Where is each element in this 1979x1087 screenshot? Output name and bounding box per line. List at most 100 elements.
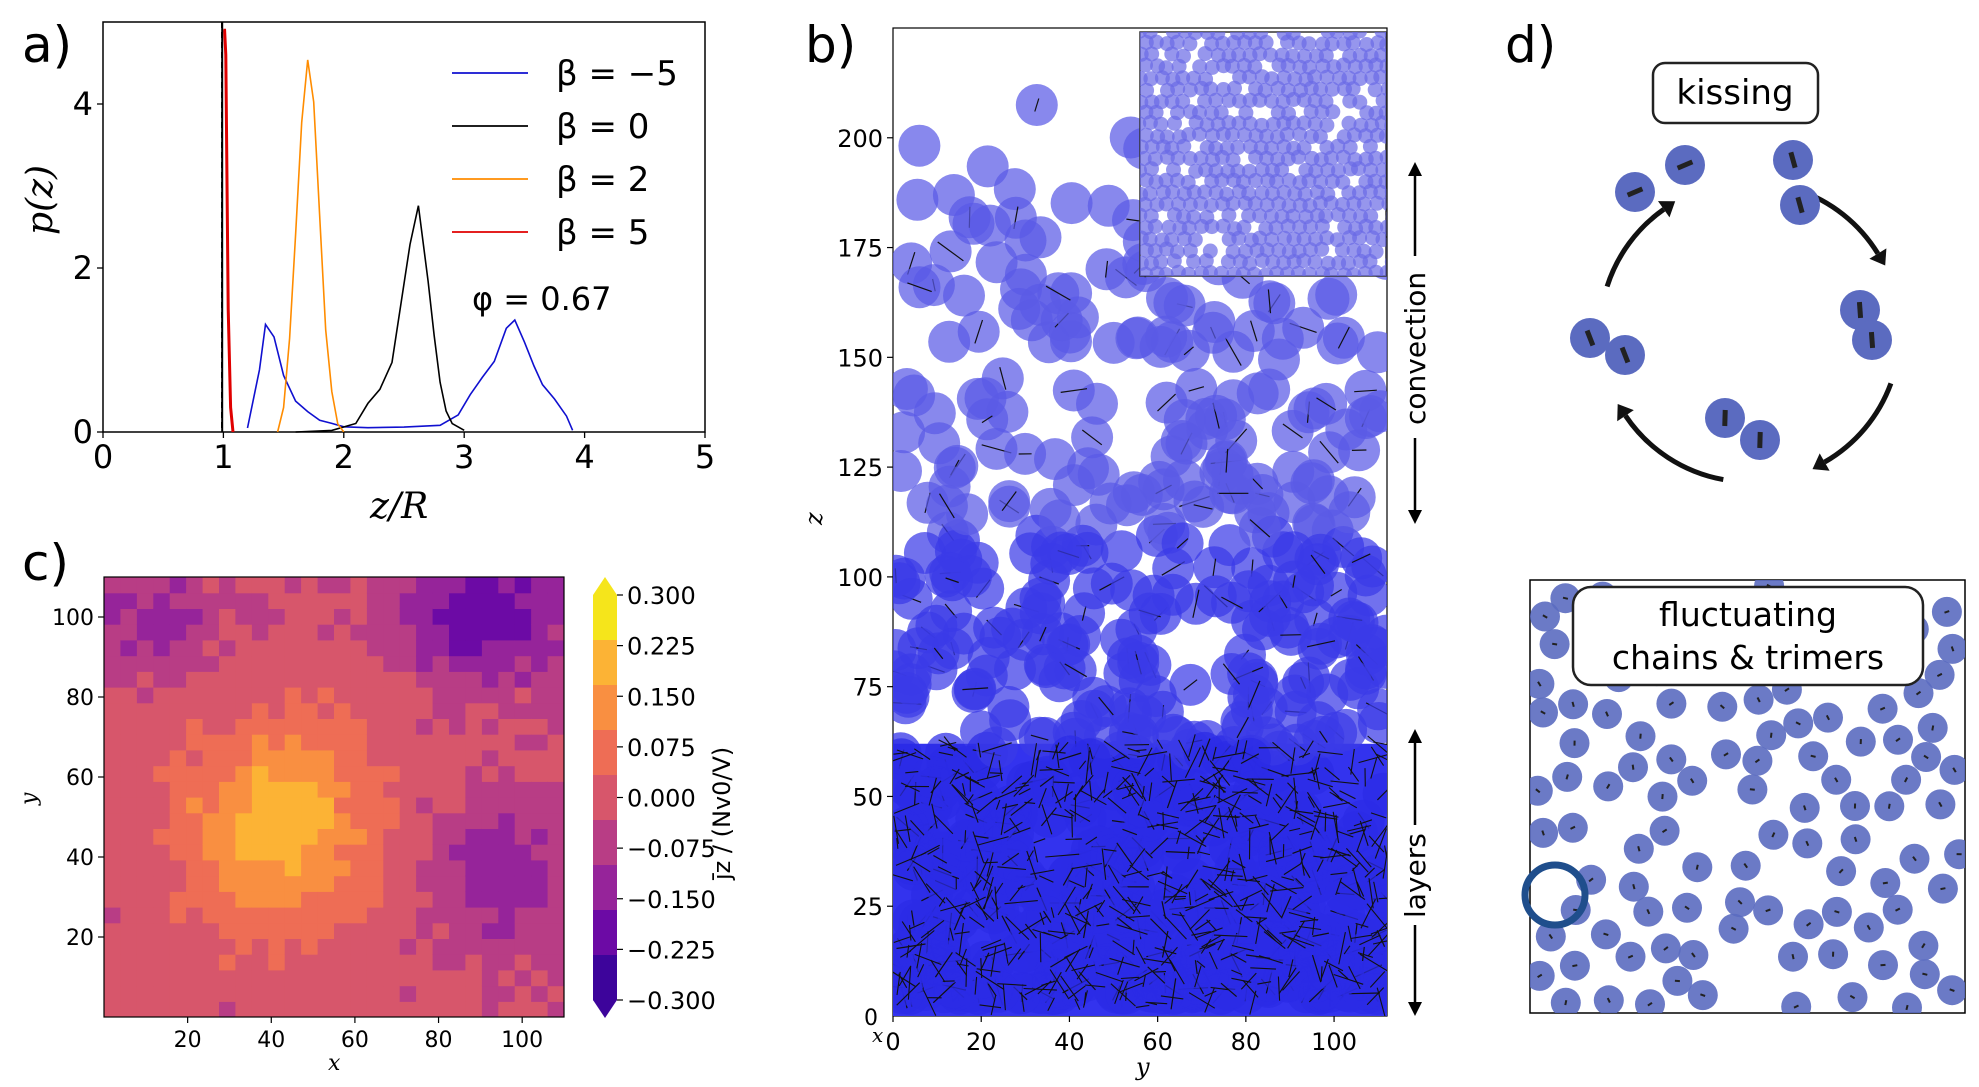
heatmap-cell: [481, 797, 499, 814]
layer-director: [1232, 791, 1258, 794]
layer-director: [1135, 1004, 1150, 1008]
layer-director: [1281, 876, 1295, 881]
heatmap-cell: [498, 938, 516, 955]
heatmap-cell: [366, 828, 384, 845]
heatmap-cell: [186, 734, 204, 751]
inset-particle: [1242, 116, 1258, 132]
layer-director: [1005, 916, 1030, 940]
heatmap-cell: [416, 687, 434, 704]
inset-particle: [1252, 92, 1268, 108]
particle-director: [893, 971, 917, 988]
particle: [1357, 702, 1387, 744]
layer-director: [1188, 734, 1196, 758]
layer-director: [1324, 812, 1327, 832]
inset-particle: [1269, 173, 1285, 189]
heatmap-cell: [531, 954, 549, 971]
layer-director: [1360, 899, 1376, 929]
heatmap-cell: [120, 828, 138, 845]
layer-director: [1122, 828, 1138, 836]
layer-director: [1148, 782, 1153, 802]
layer-director: [1237, 878, 1261, 883]
heatmap-cell: [399, 781, 417, 798]
inset-particle: [1252, 230, 1268, 246]
layer-director: [1209, 860, 1231, 888]
layer-director: [1225, 888, 1242, 911]
heatmap-cell: [284, 781, 302, 798]
inset-particle: [1140, 127, 1154, 143]
particle: [1290, 462, 1333, 505]
heatmap-cell: [235, 592, 253, 609]
heatmap-cell: [235, 655, 253, 672]
heatmap-cell: [350, 844, 368, 861]
snapshot-director: [1915, 690, 1922, 696]
layer-director: [990, 994, 997, 1016]
layer-director: [1184, 815, 1210, 836]
heatmap-cell: [432, 954, 450, 971]
layer-director: [900, 950, 911, 958]
heatmap-cell: [366, 624, 384, 641]
inset-particle: [1390, 106, 1405, 121]
heatmap-cell: [481, 922, 499, 939]
c-y-tick-label-2: 60: [66, 766, 94, 791]
heatmap-cell: [120, 1001, 138, 1017]
heatmap-cell: [399, 891, 417, 908]
heatmap-cell: [547, 577, 564, 594]
heatmap-cell: [186, 875, 204, 892]
heatmap-cell: [251, 592, 269, 609]
heatmap-cell: [334, 624, 351, 641]
layer-director: [1088, 947, 1094, 959]
heatmap-cell: [301, 734, 319, 751]
heatmap-cell: [284, 687, 302, 704]
heatmap-cell: [481, 702, 499, 719]
heatmap-cell: [120, 922, 138, 939]
snapshot-director: [1838, 868, 1844, 874]
layer-director: [1064, 945, 1088, 959]
b-y-tick-label-6: 150: [837, 344, 883, 372]
heatmap-cell: [531, 671, 549, 688]
heatmap-cell: [104, 718, 121, 735]
heatmap-cell: [383, 844, 401, 861]
heatmap-cell: [432, 812, 450, 829]
layer-director: [1231, 977, 1252, 983]
inset-particle: [1224, 58, 1240, 74]
heatmap-cell: [153, 734, 171, 751]
layer-director: [1084, 867, 1088, 888]
layer-director: [1089, 780, 1093, 801]
heatmap-cell: [432, 891, 450, 908]
layer-director: [1270, 879, 1297, 895]
heatmap-cell: [498, 765, 516, 782]
layer-director: [1126, 848, 1146, 873]
panel-b-corner-x: x: [872, 1023, 883, 1047]
heatmap-cell: [186, 577, 204, 594]
layer-director: [909, 930, 935, 952]
heatmap-cell: [531, 765, 549, 782]
heatmap-cell: [202, 639, 220, 657]
snapshot-particle: [1530, 960, 1555, 991]
layer-director: [1298, 925, 1322, 931]
layer-director: [1055, 744, 1060, 769]
heatmap-cell: [186, 954, 204, 971]
inset-particle: [1323, 267, 1339, 276]
layer-director: [974, 858, 989, 889]
b-x-tick-label-0: 0: [885, 1028, 900, 1056]
heatmap-cell: [514, 749, 532, 767]
heatmap-cell: [202, 797, 220, 814]
kissing-diagram: [1570, 140, 1894, 483]
layer-director: [895, 829, 908, 849]
particle: [966, 145, 1009, 188]
inset-particle: [1197, 46, 1213, 62]
inset-particle: [1301, 173, 1317, 189]
heatmap-cell: [301, 671, 319, 688]
heatmap-cell: [498, 734, 516, 751]
heatmap-cell: [235, 1001, 253, 1017]
heatmap-cell: [104, 1001, 121, 1017]
layer-director: [1163, 895, 1187, 898]
heatmap-cell: [366, 954, 384, 971]
heatmap-cell: [399, 938, 417, 955]
layer-director: [1359, 934, 1381, 946]
heatmap-cell: [169, 702, 187, 719]
layer-director: [1242, 740, 1248, 760]
layer-director: [1000, 803, 1007, 835]
layers-label: layers: [1399, 833, 1432, 918]
convection-label: convection: [1399, 272, 1432, 425]
